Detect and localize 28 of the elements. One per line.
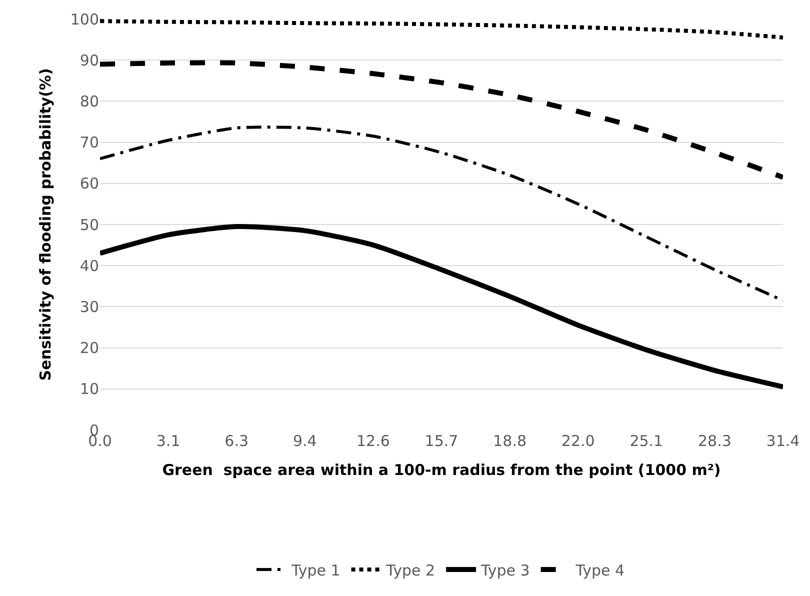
x-tick-label: 6.3 [224, 432, 249, 450]
y-tick-label: 60 [80, 174, 99, 193]
y-axis-title: Sensitivity of flooding probability(%) [36, 68, 55, 381]
y-tick-label: 30 [80, 298, 99, 316]
x-tick-label: 3.1 [156, 432, 180, 450]
legend-label: Type 1 [290, 561, 340, 580]
x-tick-label: 25.1 [630, 432, 664, 450]
x-tick-label: 28.3 [698, 432, 732, 450]
y-tick-label: 90 [80, 51, 99, 70]
y-tick-label: 50 [80, 216, 99, 234]
y-tick-label: 80 [80, 92, 99, 110]
x-axis-title: Green space area within a 100-m radius from the point (1000 m²) [162, 461, 721, 479]
legend-label: Type 3 [480, 561, 530, 580]
y-tick-label: 10 [80, 380, 99, 398]
legend-label: Type 4 [574, 561, 625, 580]
line-series [100, 126, 783, 302]
x-tick-label: 12.6 [356, 432, 390, 450]
y-tick-label: 20 [80, 339, 99, 358]
x-tick-label: 22.0 [561, 432, 595, 450]
x-tick-label: 15.7 [424, 432, 458, 450]
y-tick-label: 70 [80, 134, 99, 152]
line-series [100, 19, 783, 40]
x-tick-label: 18.8 [493, 432, 527, 450]
x-tick-label: 31.4 [766, 432, 800, 450]
x-tick-label: 9.4 [292, 432, 317, 450]
y-tick-label: 100 [70, 10, 99, 28]
y-tick-label: 40 [80, 256, 99, 275]
legend-label: Type 2 [385, 561, 436, 580]
